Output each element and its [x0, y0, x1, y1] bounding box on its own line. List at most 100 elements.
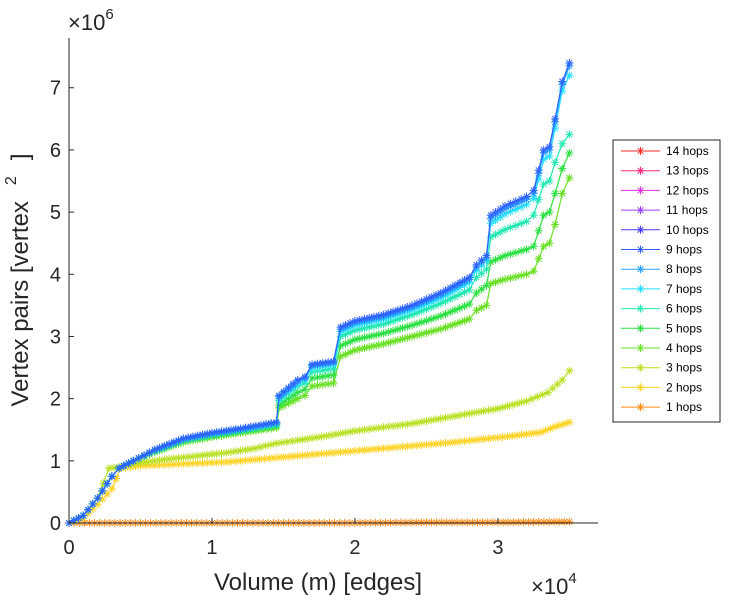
data-point	[565, 149, 574, 158]
data-point	[374, 340, 383, 349]
data-point	[551, 220, 560, 229]
series-2-hops	[65, 418, 574, 527]
data-point	[188, 432, 197, 441]
data-point	[463, 518, 472, 527]
data-point	[105, 464, 114, 473]
data-point	[477, 256, 486, 265]
data-point	[379, 329, 388, 338]
legend-item: 5 hops	[621, 321, 702, 335]
data-point	[193, 431, 202, 440]
data-point	[534, 195, 543, 204]
data-point	[365, 343, 374, 352]
data-point	[539, 211, 548, 220]
data-point	[534, 254, 543, 263]
legend-label: 8 hops	[666, 262, 702, 276]
data-point	[486, 211, 495, 220]
x-tick-label: 2	[349, 537, 360, 559]
data-point	[514, 518, 523, 527]
data-point	[350, 316, 359, 325]
data-point	[279, 397, 288, 406]
data-point	[403, 333, 412, 342]
series-4-hops	[65, 173, 574, 527]
data-point	[465, 436, 474, 445]
data-point	[565, 58, 574, 67]
data-point	[360, 333, 369, 342]
legend-item: 2 hops	[621, 380, 702, 394]
data-point	[565, 517, 574, 526]
data-point	[374, 423, 383, 432]
y-tick-label: 5	[50, 202, 61, 224]
data-point	[365, 313, 374, 322]
data-point	[482, 301, 491, 310]
data-point	[98, 495, 107, 504]
data-point	[251, 421, 260, 430]
data-point	[374, 330, 383, 339]
data-point	[266, 440, 275, 449]
data-point	[79, 511, 88, 520]
data-point	[279, 387, 288, 396]
data-point	[539, 242, 548, 251]
data-point	[558, 139, 567, 148]
data-point	[250, 444, 259, 453]
data-point	[379, 339, 388, 348]
data-point	[539, 145, 548, 154]
data-point	[545, 142, 554, 151]
data-point	[493, 404, 502, 413]
legend-label: 1 hops	[666, 400, 702, 414]
data-point	[472, 288, 481, 297]
data-point	[508, 400, 517, 409]
data-point	[256, 443, 265, 452]
data-point	[88, 499, 97, 508]
x-tick-label: 3	[492, 537, 503, 559]
legend-marker	[636, 245, 645, 254]
data-point	[517, 271, 526, 280]
legend-item: 6 hops	[621, 302, 702, 316]
data-point	[198, 430, 207, 439]
data-point	[508, 431, 517, 440]
data-point	[289, 379, 298, 388]
data-point	[529, 186, 538, 195]
legend-marker	[636, 344, 645, 352]
data-point	[84, 505, 93, 514]
data-point	[174, 460, 183, 469]
legend-label: 9 hops	[666, 243, 702, 257]
data-point	[93, 494, 102, 503]
y-tick-label: 2	[50, 389, 61, 411]
series-3-hops	[65, 366, 574, 527]
data-point	[431, 326, 440, 335]
legend-marker	[636, 403, 645, 412]
data-point	[103, 479, 112, 488]
y-tick-label: 3	[50, 326, 61, 348]
series-line	[68, 370, 570, 524]
data-point	[408, 332, 417, 341]
data-point	[360, 314, 369, 323]
legend-marker	[636, 284, 645, 293]
legend-label: 11 hops	[666, 203, 708, 217]
legend-label: 5 hops	[666, 321, 702, 335]
y-axis-label-close: ]	[7, 154, 34, 161]
data-point	[482, 265, 491, 274]
data-point	[370, 322, 379, 331]
legend-item: 13 hops	[621, 164, 709, 178]
data-point	[288, 437, 297, 446]
legend-item: 10 hops	[621, 223, 709, 237]
x-axis-label: Volume (m) [edges]	[214, 569, 422, 596]
data-point	[529, 194, 538, 203]
data-point	[370, 331, 379, 340]
legend-marker	[636, 225, 645, 234]
data-point	[417, 329, 426, 338]
legend-label: 4 hops	[666, 341, 702, 355]
data-point	[551, 114, 560, 123]
data-point	[417, 417, 426, 426]
data-point	[503, 402, 512, 411]
data-point	[318, 380, 327, 389]
y-multiplier-exp: 6	[105, 6, 113, 23]
data-point	[389, 326, 398, 335]
data-point	[522, 245, 531, 254]
data-point	[103, 489, 112, 498]
data-point	[522, 192, 531, 201]
series-1-hops	[65, 517, 574, 527]
data-point	[477, 269, 486, 278]
axis-ticks: 0 1 2 3 4 5 6 7 0 1 2 3	[50, 78, 504, 559]
